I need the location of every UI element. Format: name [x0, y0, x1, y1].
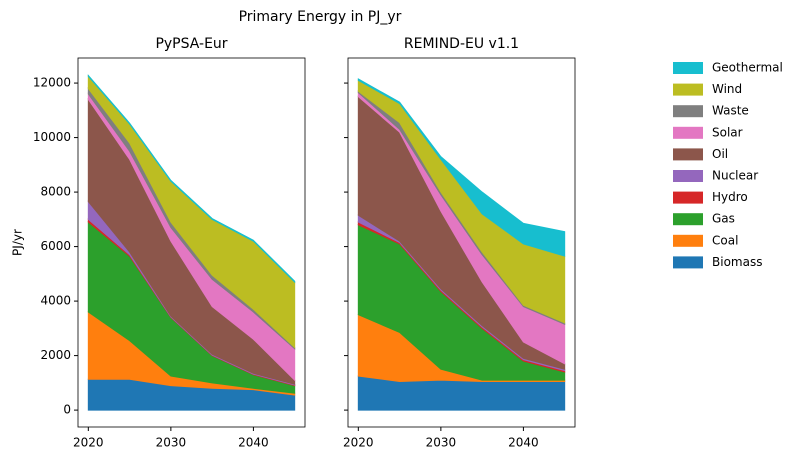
x-tick-label: 2020 [343, 436, 374, 450]
legend-label: Gas [712, 212, 735, 226]
area [87, 74, 296, 284]
legend-swatch [673, 105, 703, 118]
y-axis-label: PJ/yr [11, 229, 25, 256]
legend-label: Coal [712, 233, 738, 247]
legend-label: Nuclear [712, 169, 758, 183]
x-tick-label: 2020 [73, 436, 104, 450]
legend-swatch [673, 234, 703, 247]
legend-swatch [673, 126, 703, 139]
legend-label: Oil [712, 147, 728, 161]
axes-frame [77, 57, 306, 428]
area [357, 78, 566, 257]
legend-label: Biomass [712, 255, 762, 269]
legend-label: Waste [712, 104, 749, 118]
legend-label: Solar [712, 125, 743, 139]
y-tick-label: 8000 [40, 185, 71, 199]
legend-swatch [673, 62, 703, 74]
y-tick-label: 6000 [40, 239, 71, 253]
legend-label: Hydro [712, 190, 748, 204]
axes-title: PyPSA-Eur [155, 36, 227, 52]
legend-swatch [673, 213, 703, 226]
y-tick-label: 4000 [40, 294, 71, 308]
y-tick-label: 0 [63, 403, 71, 417]
legend-swatch [673, 148, 703, 161]
legend-label: Wind [712, 82, 742, 96]
legend-swatch [673, 170, 703, 182]
legend-label: Geothermal [712, 61, 783, 75]
legend-swatch [673, 256, 703, 269]
y-tick-label: 2000 [40, 348, 71, 362]
y-tick-label: 12000 [33, 76, 71, 90]
axes-title: REMIND-EU v1.1 [404, 36, 519, 52]
legend-swatch [673, 83, 703, 96]
legend-swatch [673, 191, 703, 204]
x-tick-label: 2030 [426, 436, 457, 450]
figure-title: Primary Energy in PJ_yr [239, 9, 402, 25]
y-tick-label: 10000 [33, 130, 71, 144]
x-tick-label: 2040 [238, 436, 269, 450]
x-tick-label: 2040 [508, 436, 539, 450]
axes-frame [347, 57, 576, 428]
x-tick-label: 2030 [156, 436, 187, 450]
